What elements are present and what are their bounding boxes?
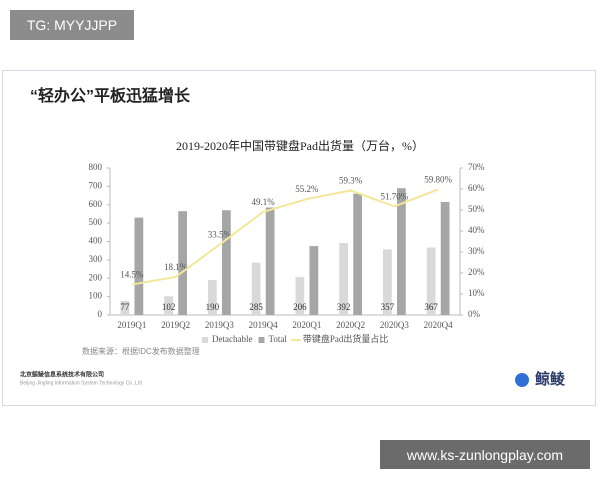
y2-tick-label: 40% [468, 225, 485, 235]
bar [383, 249, 392, 315]
bar [164, 296, 173, 315]
data-label: 206 [293, 302, 307, 312]
bar [120, 300, 130, 315]
y2-tick-label: 0% [468, 309, 481, 319]
company-name-en: Beijing Jingling Information System Tech… [20, 380, 142, 386]
bar [426, 247, 436, 315]
y-tick-label: 700 [89, 180, 103, 190]
legend-label: Detachable [212, 334, 252, 344]
y2-tick-label: 60% [468, 183, 485, 193]
y-tick-label: 200 [89, 272, 103, 282]
data-label: 77 [120, 302, 130, 312]
data-label: 51.70% [381, 191, 409, 201]
y2-tick-label: 20% [468, 267, 485, 277]
source-note: 数据来源：根据IDC发布数据整理 [82, 346, 200, 356]
bar [353, 193, 362, 315]
bottom-badge: www.ks-zunlongplay.com [380, 440, 590, 469]
x-tick-label: 2020Q3 [380, 320, 409, 330]
y2-tick-label: 10% [468, 288, 485, 298]
data-label: 55.2% [295, 184, 319, 194]
y-tick-label: 600 [89, 199, 103, 209]
slide-frame [2, 70, 596, 406]
bar [134, 217, 144, 315]
x-tick-label: 2019Q2 [161, 320, 190, 330]
x-tick-label: 2019Q3 [205, 320, 234, 330]
bar [295, 277, 305, 315]
logo-icon [515, 373, 529, 387]
x-tick-label: 2020Q1 [292, 320, 321, 330]
data-label: 392 [337, 302, 351, 312]
data-label: 190 [206, 302, 220, 312]
data-label: 14.5% [120, 270, 144, 280]
data-label: 357 [381, 302, 395, 312]
bar [251, 262, 261, 315]
data-label: 367 [424, 302, 438, 312]
bar [265, 207, 275, 315]
bar [339, 242, 348, 315]
top-badge: TG: MYYJJPP [10, 10, 134, 40]
data-label: 59.80% [424, 174, 452, 184]
legend-label: 带键盘Pad出货量占比 [303, 333, 389, 344]
bar [178, 211, 187, 315]
x-tick-label: 2020Q4 [424, 320, 453, 330]
y2-tick-label: 50% [468, 204, 485, 214]
data-label: 49.1% [252, 197, 276, 207]
data-label: 59.3% [339, 176, 363, 186]
x-tick-label: 2020Q2 [336, 320, 365, 330]
heading: “轻办公”平板迅猛增长 [30, 86, 191, 105]
legend-swatch [258, 337, 265, 343]
y2-tick-label: 30% [468, 246, 485, 256]
y-tick-label: 800 [89, 162, 103, 172]
company-name: 北京鲸鲮信息系统技术有限公司 [20, 371, 104, 379]
chart-title: 2019-2020年中国带键盘Pad出货量（万台，%） [176, 138, 424, 153]
x-tick-label: 2019Q1 [117, 320, 146, 330]
y2-tick-label: 70% [468, 162, 485, 172]
bar [309, 246, 319, 315]
y-tick-label: 500 [89, 217, 103, 227]
bar [222, 210, 231, 315]
bar [397, 188, 406, 315]
y-tick-label: 0 [98, 309, 103, 319]
data-label: 285 [249, 302, 263, 312]
legend-label: Total [268, 334, 287, 344]
y-tick-label: 400 [89, 236, 103, 246]
data-label: 33.5% [208, 230, 232, 240]
data-label: 102 [162, 302, 176, 312]
legend-swatch [202, 337, 208, 343]
bar [208, 280, 217, 315]
bar [440, 201, 450, 315]
y-tick-label: 300 [89, 254, 103, 264]
logo-text: 鲸鲮 [535, 370, 565, 388]
line [131, 188, 439, 286]
x-tick-label: 2019Q4 [249, 320, 278, 330]
data-label: 18.1% [164, 262, 188, 272]
y-tick-label: 100 [89, 291, 103, 301]
